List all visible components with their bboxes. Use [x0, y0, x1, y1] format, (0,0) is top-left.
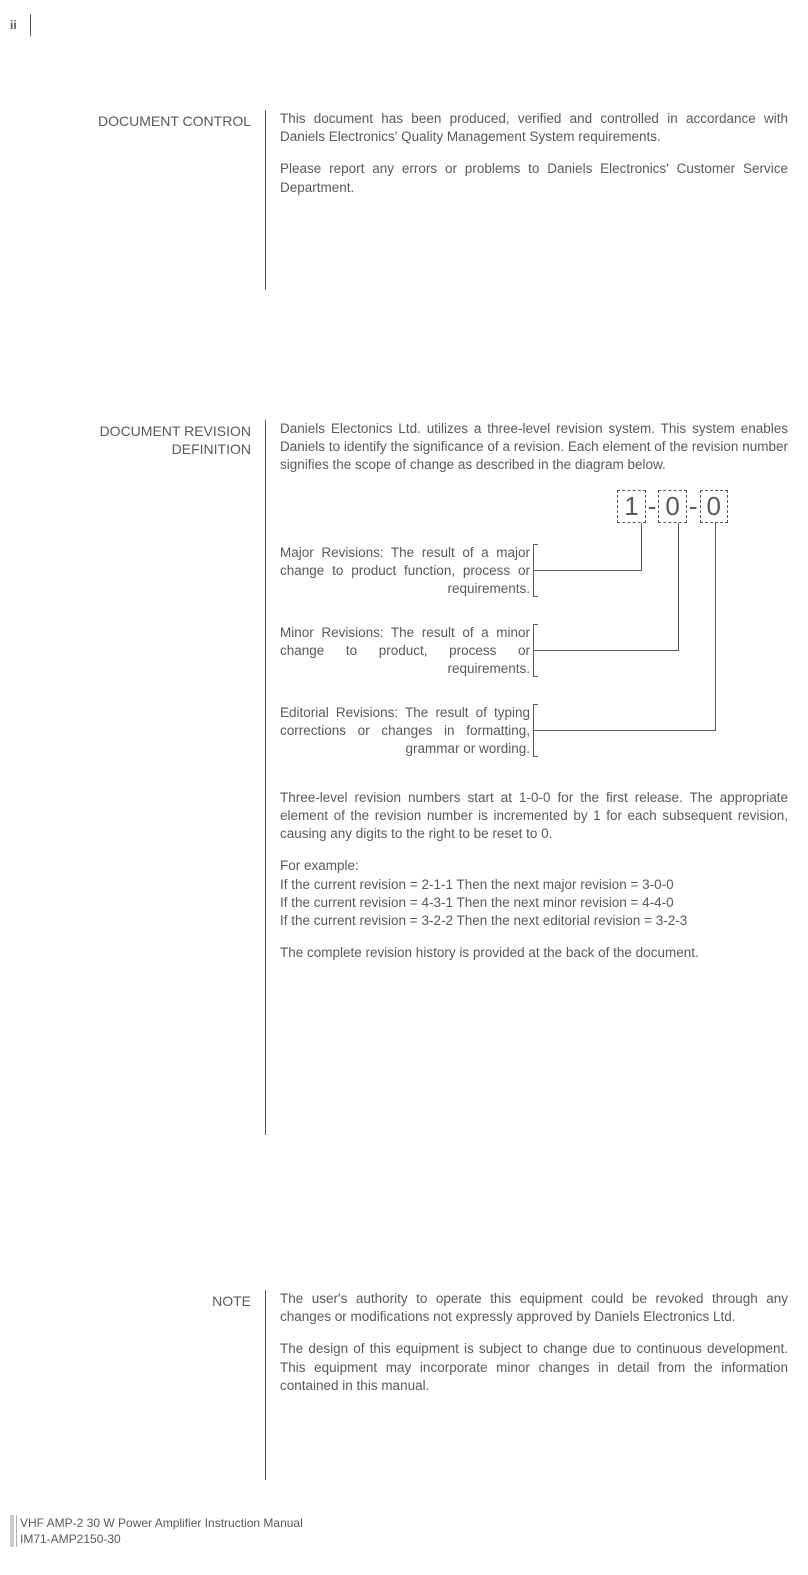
bracket-major-top [533, 544, 538, 545]
revision-desc-minor: Minor Revisions: The result of a minor c… [280, 624, 530, 679]
connector-major-h [533, 570, 641, 571]
dash: - [646, 489, 659, 524]
example-label: For example: [280, 857, 788, 875]
section-label: DOCUMENT REVISION DEFINITION [60, 420, 265, 1135]
footer-doc-id: IM71-AMP2150-30 [20, 1531, 303, 1547]
label-line-2: DEFINITION [172, 441, 251, 457]
example-line: If the current revision = 2-1-1 Then the… [280, 876, 788, 894]
footer-divider-tick [16, 1515, 17, 1547]
footer-title: VHF AMP-2 30 W Power Amplifier Instructi… [20, 1515, 303, 1531]
connector-editorial-v [715, 523, 716, 731]
section-content: This document has been produced, verifie… [266, 110, 788, 290]
section-document-revision: DOCUMENT REVISION DEFINITION Daniels Ele… [60, 420, 788, 1135]
revision-number-display: 1 - 0 - 0 [617, 489, 728, 524]
section-note: NOTE The user's authority to operate thi… [60, 1290, 788, 1480]
bracket-minor-top [533, 624, 538, 625]
top-divider-tick [30, 14, 31, 36]
example-line: If the current revision = 4-3-1 Then the… [280, 894, 788, 912]
revision-digit-minor: 0 [658, 490, 686, 523]
revision-digit-major: 1 [617, 490, 645, 523]
paragraph: The design of this equipment is subject … [280, 1340, 788, 1395]
connector-editorial-h [533, 730, 715, 731]
connector-minor-v [678, 523, 679, 651]
bracket-editorial-top [533, 704, 538, 705]
dash: - [687, 489, 700, 524]
section-content: Daniels Electonics Ltd. utilizes a three… [266, 420, 788, 1135]
bracket-major-bot [533, 596, 538, 597]
paragraph: This document has been produced, verifie… [280, 110, 788, 146]
paragraph: Please report any errors or problems to … [280, 160, 788, 196]
section-content: The user's authority to operate this equ… [266, 1290, 788, 1480]
label-line-1: DOCUMENT REVISION [100, 423, 251, 439]
connector-major-v [641, 523, 642, 571]
paragraph: Daniels Electonics Ltd. utilizes a three… [280, 420, 788, 475]
bracket-minor-bot [533, 676, 538, 677]
revision-digit-editorial: 0 [700, 490, 728, 523]
footer: VHF AMP-2 30 W Power Amplifier Instructi… [20, 1515, 303, 1547]
revision-desc-editorial: Editorial Revisions: The result of typin… [280, 704, 530, 759]
paragraph: The user's authority to operate this equ… [280, 1290, 788, 1326]
page: ii DOCUMENT CONTROL This document has be… [0, 0, 808, 1575]
paragraph: The complete revision history is provide… [280, 944, 788, 962]
page-number-top: ii [10, 18, 17, 32]
section-document-control: DOCUMENT CONTROL This document has been … [60, 110, 788, 290]
connector-minor-h [533, 650, 678, 651]
section-label: NOTE [60, 1290, 265, 1480]
section-label: DOCUMENT CONTROL [60, 110, 265, 290]
bracket-editorial-bot [533, 756, 538, 757]
revision-diagram: 1 - 0 - 0 Major Revisions: The result of… [280, 489, 788, 779]
revision-desc-major: Major Revisions: The result of a major c… [280, 544, 530, 599]
example-line: If the current revision = 3-2-2 Then the… [280, 912, 788, 930]
footer-accent-bar [10, 1515, 14, 1547]
paragraph: Three-level revision numbers start at 1-… [280, 789, 788, 844]
